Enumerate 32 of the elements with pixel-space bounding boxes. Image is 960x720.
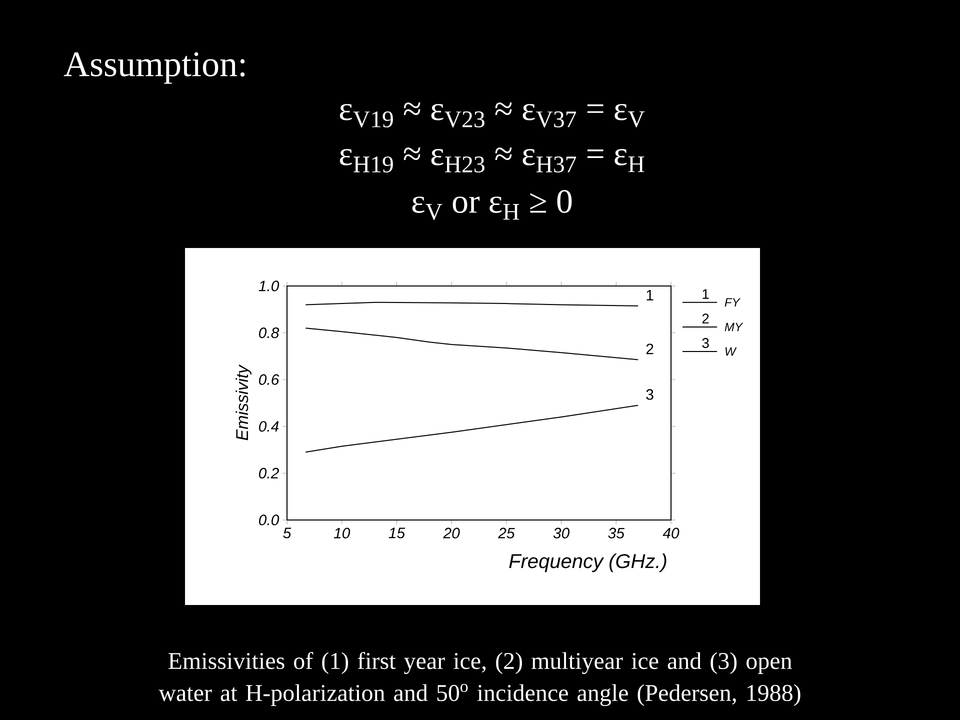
y-tick-label: 0.6 [259,374,280,385]
y-axis-title: Emissivity [236,364,252,440]
y-tick-label: 0.4 [259,421,279,432]
y-tick-label: 0.0 [259,514,280,526]
text: Emissivities of (1) first year ice, (2) multiyear ice and (3) open water at H-polarization and 50$^{o}$ incidence angle (Pedersen, 1988) [158,652,800,706]
legend-label: MY [724,322,744,332]
x-tick-label: 25 [498,528,515,538]
text: 2 [702,314,709,324]
y-tick-label: 0.8 [259,327,280,338]
x-axis-title: Frequency (GHz.) [509,554,666,572]
y-tick-label: 0.2 [259,468,279,478]
annotation: 1 [646,290,654,300]
text: 3 [702,338,709,348]
line-series [305,328,639,360]
text: ε$_{V19}$ ≈ ε$_{V23}$ ≈ ε$_{V37}$ = ε$_{V}$ [340,102,645,128]
annotation: 2 [646,344,654,354]
annotation: 3 [646,389,654,400]
x-tick-label: 40 [662,528,680,538]
line-series [305,404,639,453]
y-tick-label: 1.0 [258,280,280,292]
x-tick-label: 10 [334,528,350,538]
chart-title: Assumption: [64,52,245,84]
legend-label: FY [724,298,741,307]
x-tick-label: 30 [553,528,570,538]
text: ε$_{H19}$ ≈ ε$_{H23}$ ≈ ε$_{H37}$ = ε$_{H}$ [340,148,644,172]
x-tick-label: 35 [608,528,625,538]
x-tick-label: 20 [443,528,460,538]
text: ε$_{V}$ or ε$_{H}$ ≥ 0 [412,190,572,220]
legend-label: W [725,347,737,356]
x-tick-label: 15 [388,528,406,538]
x-tick-label: 5 [283,528,292,538]
text: 1 [702,289,709,299]
